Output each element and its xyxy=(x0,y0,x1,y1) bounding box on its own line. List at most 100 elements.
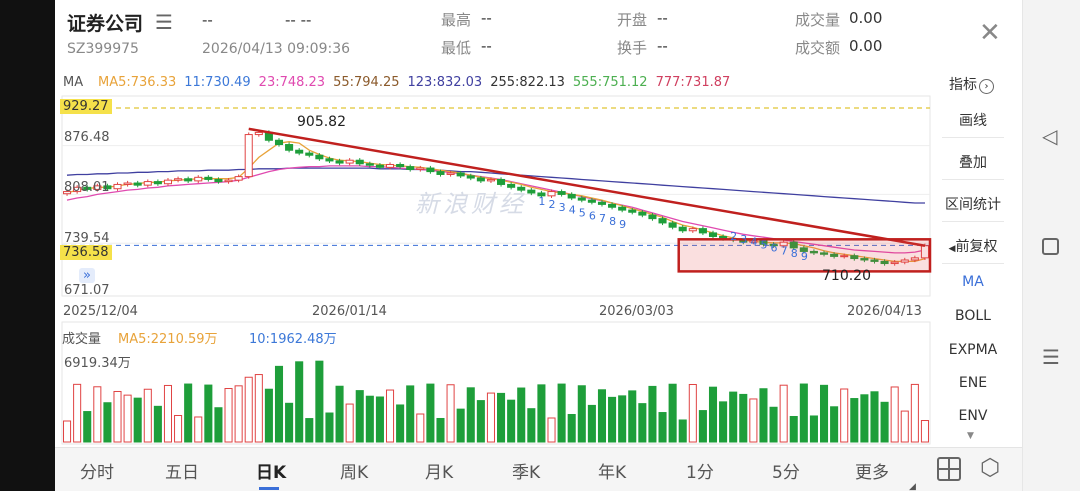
volume-bar xyxy=(840,388,849,443)
volume-bar xyxy=(688,383,697,443)
candle-body xyxy=(547,191,556,197)
ma-legend-item: MA5:736.33 xyxy=(98,75,177,90)
candle-body xyxy=(446,172,455,175)
tab-2[interactable]: 日K xyxy=(256,463,287,483)
volume-bar xyxy=(497,392,506,443)
volume-bar xyxy=(739,393,748,443)
y-tick-2: 876.48 xyxy=(64,130,110,145)
candle-body xyxy=(355,159,364,165)
candle-body xyxy=(416,167,425,170)
back-icon[interactable]: ◁ xyxy=(1042,124,1058,148)
volume-bar xyxy=(406,385,415,443)
candle-body xyxy=(234,176,243,181)
more-corner-icon: ◢ xyxy=(909,482,916,491)
open-value: -- xyxy=(657,9,668,27)
menu-icon[interactable]: ☰ xyxy=(155,10,173,34)
volume-bar xyxy=(618,395,627,443)
volume-bar xyxy=(204,384,213,443)
sequence-label: 8 xyxy=(609,215,616,228)
high-point-label: 905.82 xyxy=(297,114,346,130)
volume-bar xyxy=(729,391,738,443)
candle-body xyxy=(436,171,445,175)
indicator-boll[interactable]: BOLL xyxy=(939,308,1007,324)
volume-bar xyxy=(315,360,324,443)
x-tick-1: 2025/12/04 xyxy=(63,304,138,319)
volume-bar xyxy=(365,395,374,443)
tab-1[interactable]: 五日 xyxy=(165,463,199,483)
candle-body xyxy=(214,178,223,183)
ma-label: MA xyxy=(63,75,84,90)
tab-7[interactable]: 1分 xyxy=(686,463,714,483)
tab-9[interactable]: 更多 xyxy=(855,463,889,483)
candle-body xyxy=(537,192,546,197)
candle-body xyxy=(850,255,859,260)
volume-bar xyxy=(880,401,889,443)
sequence-label: 9 xyxy=(619,218,626,231)
grid-layout-icon[interactable] xyxy=(937,457,961,481)
candle-body xyxy=(587,199,596,203)
candle-body xyxy=(799,247,808,252)
volume-bar xyxy=(537,384,546,443)
close-icon[interactable]: ✕ xyxy=(979,18,1001,48)
volume-bar xyxy=(345,403,354,443)
tab-8[interactable]: 5分 xyxy=(772,463,800,483)
expand-icon[interactable]: » xyxy=(79,268,95,283)
settings-hex-icon[interactable]: ⬡ xyxy=(980,455,1001,481)
adjust-button[interactable]: ◀前复权 xyxy=(939,236,1007,256)
volume-bar xyxy=(900,410,909,443)
volume-bar xyxy=(73,383,82,443)
candle-body xyxy=(315,154,324,160)
indicator-ene[interactable]: ENE xyxy=(939,375,1007,391)
volume-bar xyxy=(779,384,788,443)
candle-body xyxy=(174,178,183,181)
tab-3[interactable]: 周K xyxy=(340,463,369,483)
candle-body xyxy=(648,214,657,220)
volume-bar xyxy=(698,410,707,443)
candle-body xyxy=(274,139,284,146)
amount-value: 0.00 xyxy=(849,37,883,55)
candle-body xyxy=(476,177,485,182)
indicator-button[interactable]: 指标 › xyxy=(949,74,994,94)
recent-apps-icon[interactable]: ☰ xyxy=(1042,345,1060,369)
x-tick-2: 2026/01/14 xyxy=(312,304,387,319)
active-tab-indicator xyxy=(259,487,279,490)
left-edge xyxy=(0,0,55,491)
candle-body xyxy=(708,232,718,237)
candle-body xyxy=(63,191,72,195)
candle-body xyxy=(779,241,788,247)
candle-body xyxy=(577,197,586,201)
range-stats-button[interactable]: 区间统计 xyxy=(939,194,1007,214)
datetime: 2026/04/13 09:09:36 xyxy=(202,41,351,57)
volume-bar xyxy=(264,388,273,443)
candle-body xyxy=(93,185,102,190)
x-tick-4: 2026/04/13 xyxy=(847,304,922,319)
volume-bar xyxy=(507,399,516,443)
overlay-button[interactable]: 叠加 xyxy=(939,152,1007,172)
indicator-env[interactable]: ENV xyxy=(939,408,1007,424)
volume-bar xyxy=(325,412,334,443)
volume-bar xyxy=(476,400,485,443)
volume-bar xyxy=(668,383,677,443)
home-icon[interactable] xyxy=(1042,238,1059,255)
volume-bar xyxy=(113,390,122,443)
volume-bar xyxy=(769,406,778,443)
tab-0[interactable]: 分时 xyxy=(80,463,114,483)
volume-bar xyxy=(567,413,576,443)
volume-plot-frame xyxy=(61,321,931,445)
volume-bar xyxy=(547,417,556,443)
tab-5[interactable]: 季K xyxy=(512,463,541,483)
draw-line-button[interactable]: 画线 xyxy=(939,110,1007,130)
candle-body xyxy=(597,201,607,205)
volume-bar xyxy=(890,386,899,443)
turnover-label: 换手 xyxy=(617,39,648,57)
volume-bar xyxy=(123,394,132,443)
tab-4[interactable]: 月K xyxy=(425,463,454,483)
indicator-ma[interactable]: MA xyxy=(939,274,1007,290)
tab-6[interactable]: 年K xyxy=(598,463,627,483)
indicator-expma[interactable]: EXPMA xyxy=(939,342,1007,358)
scroll-down-icon[interactable]: ▼ xyxy=(967,431,974,441)
system-nav-strip xyxy=(1022,0,1080,491)
price-plot-frame xyxy=(61,95,931,297)
volume-bar xyxy=(184,383,193,443)
